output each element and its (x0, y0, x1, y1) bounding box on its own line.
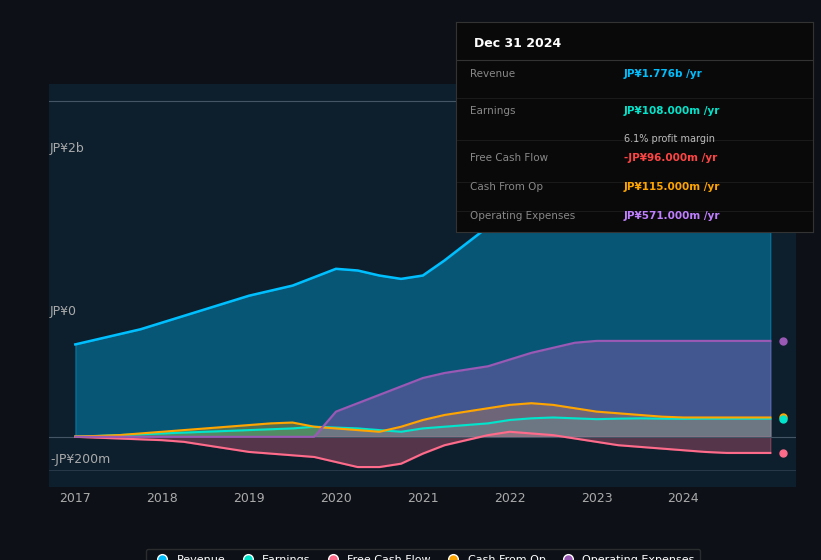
Text: Earnings: Earnings (470, 106, 516, 116)
Text: Free Cash Flow: Free Cash Flow (470, 153, 548, 162)
Text: JP¥108.000m /yr: JP¥108.000m /yr (623, 106, 720, 116)
Text: Revenue: Revenue (470, 69, 515, 78)
Text: -JP¥96.000m /yr: -JP¥96.000m /yr (623, 153, 717, 162)
Text: JP¥2b: JP¥2b (50, 142, 85, 156)
Legend: Revenue, Earnings, Free Cash Flow, Cash From Op, Operating Expenses: Revenue, Earnings, Free Cash Flow, Cash … (145, 549, 700, 560)
Text: JP¥0: JP¥0 (50, 305, 77, 318)
Text: JP¥571.000m /yr: JP¥571.000m /yr (623, 212, 720, 221)
Text: 6.1% profit margin: 6.1% profit margin (623, 134, 714, 144)
Text: JP¥115.000m /yr: JP¥115.000m /yr (623, 182, 720, 192)
Text: Operating Expenses: Operating Expenses (470, 212, 576, 221)
Text: -JP¥200m: -JP¥200m (50, 453, 110, 466)
Text: Cash From Op: Cash From Op (470, 182, 543, 192)
Text: Dec 31 2024: Dec 31 2024 (474, 37, 561, 50)
Text: JP¥1.776b /yr: JP¥1.776b /yr (623, 69, 702, 78)
